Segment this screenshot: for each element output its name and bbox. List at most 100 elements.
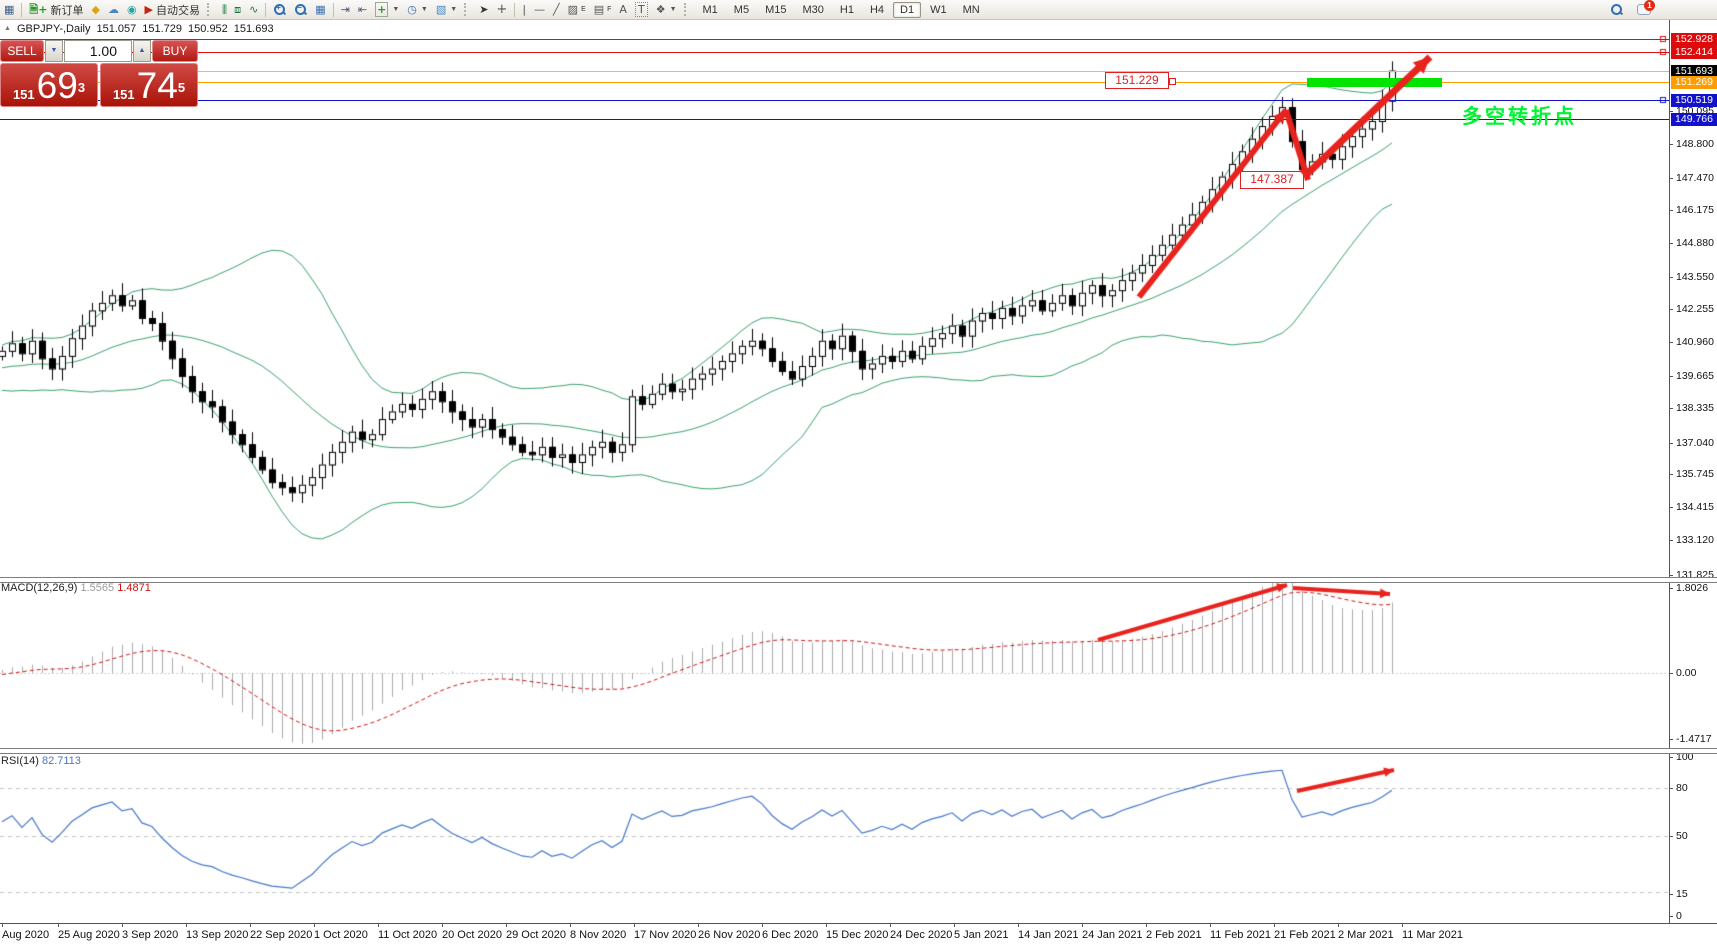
- rsi-tick-100-tick: [1669, 757, 1673, 758]
- date-label: 29 Oct 2020: [506, 929, 566, 941]
- price-tag-152.928: 152.928: [1671, 33, 1717, 46]
- bar-chart-button[interactable]: ⫼: [222, 3, 227, 16]
- price-tick-150.095-tick: [1669, 111, 1673, 112]
- date-axis[interactable]: Aug 2020 25 Aug 2020 3 Sep 2020 13 Sep 2020…: [0, 923, 1717, 945]
- price-tick-146.175-tick: [1669, 210, 1673, 211]
- horizontal-line-tool[interactable]: —: [534, 3, 546, 16]
- timeframe-button-m1[interactable]: M1: [702, 3, 718, 16]
- chart-close-value: 151.693: [233, 22, 274, 35]
- macd-tick-0.00: 0.00: [1676, 667, 1697, 679]
- turning-point-annotation[interactable]: 多空转折点: [1462, 106, 1577, 128]
- price-tick-134.415-tick: [1669, 507, 1673, 508]
- cursor-tool[interactable]: ➤: [479, 3, 489, 16]
- chart-shift-button[interactable]: ⇤: [357, 3, 368, 16]
- crosshair-tool[interactable]: +: [496, 2, 508, 17]
- sell-price-button[interactable]: 151 69 3: [0, 63, 98, 107]
- date-tick: [506, 924, 507, 927]
- toolbar-grip: [683, 3, 692, 16]
- date-tick: [250, 924, 251, 927]
- text-tool[interactable]: A: [619, 3, 627, 16]
- price-tick-133.120-tick: [1669, 540, 1673, 541]
- one-click-trading-panel: SELL ▼ 1.00 ▲ BUY 151 69 3 151 74 5: [0, 40, 198, 108]
- rsi-tick-0: 0: [1676, 910, 1682, 922]
- date-tick: [1402, 924, 1403, 927]
- periods-button[interactable]: ◷ ▼: [407, 3, 428, 16]
- volume-increase-button[interactable]: ▲: [133, 40, 151, 62]
- price-tick-140.960-tick: [1669, 342, 1673, 343]
- equidistant-channel-tool[interactable]: ▨ E: [567, 3, 586, 16]
- timeframe-button-h4[interactable]: H4: [869, 3, 884, 16]
- community-icon[interactable]: ☁: [107, 3, 119, 16]
- templates-button[interactable]: ▧ ▼: [435, 3, 458, 16]
- buy-price-button[interactable]: 151 74 5: [100, 63, 198, 107]
- timeframe-button-m5[interactable]: M5: [733, 3, 750, 16]
- autotrading-button[interactable]: ▶ 自动交易: [141, 1, 204, 18]
- date-label: 17 Nov 2020: [634, 929, 697, 941]
- chart-high-value: 151.729: [142, 22, 183, 35]
- panel-separator[interactable]: [0, 577, 1717, 583]
- date-tick: [1210, 924, 1211, 927]
- vertical-line-tool[interactable]: |: [522, 3, 527, 16]
- price-tick-143.550-tick: [1669, 277, 1673, 278]
- text-label-tool[interactable]: T: [631, 1, 652, 18]
- date-tick: [1146, 924, 1147, 927]
- line-chart-button[interactable]: ∿: [249, 3, 259, 16]
- new-order-label: 新订单: [50, 4, 84, 17]
- price-tick-133.120: 133.120: [1676, 534, 1714, 546]
- add-indicator-button[interactable]: + ▼: [375, 2, 400, 17]
- date-tick: [58, 924, 59, 927]
- new-order-button[interactable]: 🗎+ 新订单: [25, 1, 87, 18]
- trendline-tool[interactable]: ╱: [553, 3, 560, 16]
- volume-input[interactable]: 1.00: [64, 40, 132, 62]
- timeframe-button-d1[interactable]: D1: [893, 1, 922, 18]
- price-tick-139.665-tick: [1669, 376, 1673, 377]
- tile-windows-button[interactable]: ▦: [315, 3, 326, 16]
- rsi-tick-50: 50: [1676, 830, 1688, 842]
- volume-decrease-button[interactable]: ▼: [45, 40, 63, 62]
- timeframe-button-w1[interactable]: W1: [930, 3, 947, 16]
- price-tick-143.550: 143.550: [1676, 271, 1714, 283]
- date-tick: [1338, 924, 1339, 927]
- sell-button[interactable]: SELL: [0, 40, 44, 62]
- price-axis[interactable]: [1669, 20, 1670, 923]
- notifications-icon[interactable]: 1: [1633, 0, 1657, 18]
- date-label: 5 Jan 2021: [954, 929, 1009, 941]
- date-label: 24 Jan 2021: [1082, 929, 1143, 941]
- timeframe-button-m30[interactable]: M30: [802, 3, 824, 16]
- price-tick-137.040: 137.040: [1676, 437, 1714, 449]
- fibonacci-tool[interactable]: ▤ F: [593, 3, 612, 16]
- candlestick-chart-button[interactable]: ⧈: [234, 3, 242, 16]
- date-tick: [762, 924, 763, 927]
- rsi-tick-15-tick: [1669, 894, 1673, 895]
- timeframe-button-m15[interactable]: M15: [765, 3, 787, 16]
- toolbar-separator: [265, 2, 267, 17]
- signals-icon[interactable]: ◉: [126, 3, 137, 16]
- price-tick-138.335-tick: [1669, 408, 1673, 409]
- date-tick: [1018, 924, 1019, 927]
- deposit-icon[interactable]: ◆: [91, 3, 100, 16]
- date-label: 25 Aug 2020: [58, 929, 120, 941]
- macd-tick--1.4717-tick: [1669, 739, 1673, 740]
- price-tag-151.269: 151.269: [1671, 76, 1717, 89]
- price-tick-137.040-tick: [1669, 443, 1673, 444]
- auto-scroll-button[interactable]: ⇥: [340, 3, 350, 16]
- arrows-tool[interactable]: ❖ ▼: [655, 3, 677, 16]
- timeframe-button-h1[interactable]: H1: [839, 3, 854, 16]
- price-tick-131.825-tick: [1669, 575, 1673, 576]
- autotrading-label: 自动交易: [156, 4, 201, 17]
- zoom-out-button[interactable]: −: [290, 1, 311, 18]
- buy-button[interactable]: BUY: [152, 40, 198, 62]
- toolbar-grip: [464, 3, 472, 16]
- macd-label: MACD(12,26,9) 1.5565 1.4871: [1, 582, 151, 594]
- macd-signal-value: 1.4871: [117, 582, 151, 594]
- date-tick: [1082, 924, 1083, 927]
- zoom-in-button[interactable]: +: [269, 1, 290, 18]
- panel-separator[interactable]: [0, 748, 1717, 754]
- price-tick-139.665: 139.665: [1676, 370, 1714, 382]
- search-icon[interactable]: [1606, 1, 1627, 18]
- toolbar-separator: [332, 2, 334, 17]
- date-label: 8 Nov 2020: [570, 929, 627, 941]
- price-tag-152.414: 152.414: [1671, 46, 1717, 59]
- charts-profile-icon[interactable]: ▦: [4, 3, 15, 16]
- timeframe-button-mn[interactable]: MN: [962, 3, 980, 16]
